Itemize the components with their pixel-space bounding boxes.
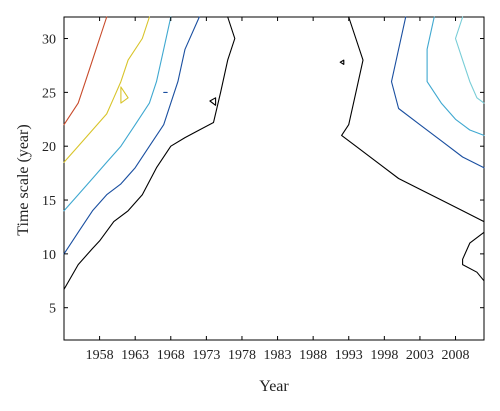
- y-tick-label: 30: [42, 33, 56, 48]
- x-tick-label: 1968: [157, 348, 185, 363]
- x-tick-label: 2008: [442, 348, 470, 363]
- y-tick-label: 20: [42, 140, 56, 155]
- contour-line: [209, 97, 217, 106]
- plot-area: [63, 16, 485, 341]
- x-tick-label: 1988: [299, 348, 327, 363]
- contour-line: [341, 16, 485, 223]
- y-axis-title: Time scale (year): [15, 124, 32, 235]
- contour-line: [390, 16, 485, 169]
- contour-line: [63, 16, 236, 290]
- y-tick-label: 25: [42, 86, 56, 101]
- contour-line: [120, 86, 129, 104]
- contour-line: [63, 16, 150, 163]
- contour-line: [454, 16, 485, 104]
- contour-line: [339, 59, 345, 65]
- x-tick-label: 1963: [121, 348, 149, 363]
- x-axis: 1958 1963 1968 1973 1978 1983 1988 1993 1998 2003…: [86, 17, 470, 363]
- x-tick-label: 1983: [264, 348, 292, 363]
- y-tick-label: 5: [49, 302, 56, 317]
- x-axis-title: Year: [259, 378, 289, 395]
- y-tick-label: 10: [42, 248, 56, 263]
- x-tick-label: 1978: [228, 348, 256, 363]
- x-tick-label: 1958: [86, 348, 114, 363]
- x-tick-label: 1998: [370, 348, 398, 363]
- contour-line: [426, 16, 485, 136]
- contour-line: [63, 16, 108, 126]
- y-axis: 5 10 15 20 25 30: [42, 33, 484, 317]
- x-tick-label: 1973: [192, 348, 220, 363]
- y-tick-label: 15: [42, 194, 56, 209]
- contour-line: [462, 231, 485, 282]
- contour-line: [63, 16, 172, 212]
- x-tick-label: 2003: [406, 348, 434, 363]
- contour-lines: [63, 16, 485, 290]
- contour-line: [63, 16, 200, 255]
- x-tick-label: 1993: [335, 348, 363, 363]
